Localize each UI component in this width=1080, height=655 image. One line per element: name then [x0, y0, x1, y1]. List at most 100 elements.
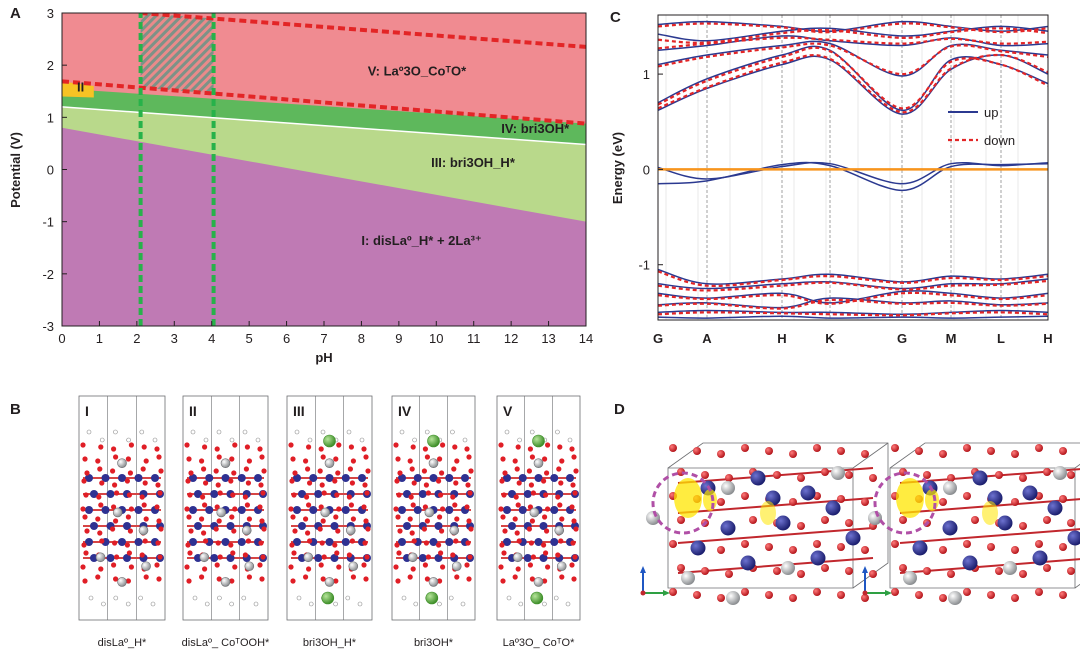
- oxygen-atom: [500, 578, 506, 584]
- oxygen-atom: [187, 550, 193, 556]
- cell-outline: [1074, 463, 1080, 469]
- oxygen-atom: [111, 562, 117, 568]
- oxygen-atom: [112, 482, 118, 488]
- oxygen-atom: [185, 542, 191, 548]
- oxygen-atom: [318, 446, 324, 452]
- oxygen-atom: [350, 516, 356, 522]
- lanthanum-atom: [220, 577, 231, 587]
- oxygen-atom: [318, 504, 324, 510]
- spin-density-lobe: [703, 489, 717, 511]
- y-tick-label-a: -1: [42, 215, 54, 230]
- oxygen-atom: [246, 574, 252, 580]
- oxygen-atom: [214, 446, 220, 452]
- oxygen-atom: [95, 458, 101, 464]
- cobalt-atom: [503, 474, 511, 482]
- cobalt-atom: [534, 474, 543, 482]
- oxygen-atom: [113, 454, 119, 460]
- slab-numeral: V: [503, 403, 513, 419]
- hydrogen-atom: [320, 429, 326, 435]
- oxygen-atom: [438, 492, 444, 498]
- strontium-atom: [323, 434, 336, 448]
- oxygen-atom: [290, 514, 296, 520]
- oxygen-atom: [512, 574, 518, 580]
- hydrogen-atom: [190, 429, 196, 435]
- oxygen-atom: [513, 494, 519, 500]
- oxygen-atom: [569, 562, 575, 568]
- oxygen-atom: [717, 594, 725, 602]
- oxygen-atom: [845, 471, 853, 479]
- oxygen-atom: [201, 466, 207, 472]
- oxygen-atom: [1059, 447, 1067, 455]
- oxygen-atom: [545, 506, 551, 512]
- cobalt-atom: [550, 506, 559, 514]
- cobalt-atom: [106, 490, 115, 498]
- cobalt-atom: [341, 538, 350, 546]
- up-band: [658, 315, 1048, 319]
- axis-c-arrow: [640, 566, 646, 573]
- legend-label-down: down: [984, 133, 1015, 148]
- hydrogen-atom: [542, 601, 547, 607]
- highlight-circle: [651, 471, 715, 535]
- cobalt-atom: [210, 490, 219, 498]
- lanthanum-atom: [117, 577, 127, 587]
- oxygen-atom: [423, 540, 429, 546]
- bulk-structure-left: [640, 442, 889, 605]
- oxygen-atom: [199, 458, 205, 464]
- oxygen-atom: [203, 480, 209, 486]
- oxygen-atom: [127, 528, 133, 534]
- oxygen-atom: [232, 564, 238, 570]
- region-label-v: V: Laº3O_CoᵀO*: [368, 64, 467, 79]
- hydrogen-atom: [253, 601, 259, 607]
- hydrogen-atom: [518, 601, 524, 607]
- x-tick-label-a: 13: [541, 331, 555, 346]
- oxygen-atom: [542, 456, 548, 462]
- hydrogen-atom: [399, 429, 405, 435]
- slab-caption: bri3OH_H*: [303, 637, 357, 649]
- oxygen-atom: [963, 492, 971, 500]
- cobalt-atom: [221, 538, 230, 546]
- oxygen-atom: [246, 516, 252, 522]
- oxygen-atom: [334, 550, 340, 556]
- oxygen-atom: [303, 574, 309, 580]
- oxygen-atom: [229, 514, 235, 520]
- oxygen-atom: [303, 516, 309, 522]
- cobalt-atom: [118, 474, 126, 482]
- hydrogen-atom: [553, 595, 559, 601]
- cobalt-atom: [1032, 550, 1048, 566]
- oxygen-atom: [440, 564, 446, 570]
- oxygen-atom: [465, 482, 471, 488]
- oxygen-atom: [987, 543, 995, 551]
- oxygen-atom: [156, 576, 162, 582]
- cobalt-atom: [750, 470, 766, 486]
- oxygen-atom: [397, 470, 403, 476]
- region-label-iii: III: bri3OH_H*: [431, 155, 516, 170]
- oxygen-atom: [335, 470, 341, 476]
- lanthanum-atom: [943, 481, 957, 495]
- oxygen-atom: [813, 444, 821, 452]
- dashed-line-1: [140, 13, 586, 49]
- legend-label-up: up: [984, 105, 998, 120]
- hydrogen-atom: [296, 595, 302, 601]
- oxygen-atom: [333, 456, 339, 462]
- oxygen-atom: [154, 562, 160, 568]
- oxygen-atom: [544, 470, 550, 476]
- oxygen-atom: [701, 567, 709, 575]
- oxygen-atom: [126, 550, 132, 556]
- oxygen-atom: [542, 514, 548, 520]
- cobalt-atom: [341, 474, 350, 482]
- oxygen-atom: [349, 480, 355, 486]
- oxygen-atom: [203, 538, 209, 544]
- oxygen-atom: [139, 552, 145, 558]
- oxygen-atom: [725, 570, 733, 578]
- oxygen-atom: [83, 492, 89, 498]
- cobalt-atom: [912, 540, 928, 556]
- oxygen-atom: [110, 526, 116, 532]
- cobalt-atom: [293, 538, 301, 546]
- oxygen-atom: [541, 542, 547, 548]
- oxygen-atom: [773, 471, 781, 479]
- lanthanum-atom: [244, 561, 255, 572]
- oxygen-atom: [350, 574, 356, 580]
- cobalt-atom: [314, 490, 323, 498]
- oxygen-atom: [529, 518, 536, 524]
- oxygen-atom: [725, 474, 733, 482]
